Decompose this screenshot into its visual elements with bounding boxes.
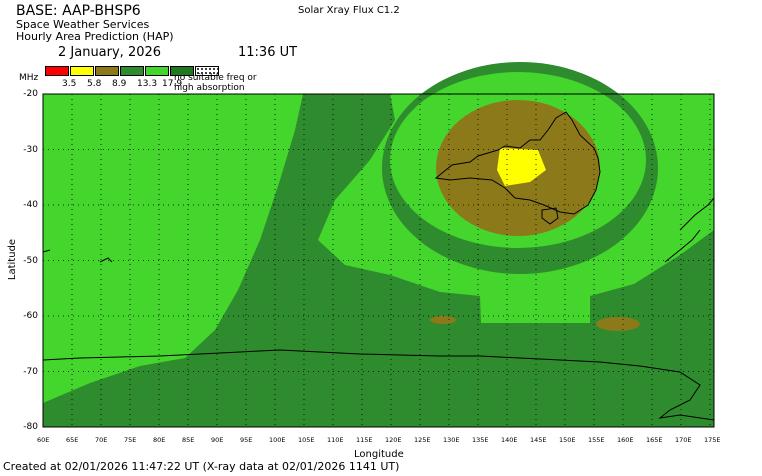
legend-label: 13.3 (137, 79, 158, 89)
longitude-tick-label: 120E (385, 436, 402, 444)
nz-coastline (664, 197, 715, 263)
map-frame (42, 93, 715, 428)
longitude-tick-label: 75E (124, 436, 137, 444)
longitude-tick-label: 150E (559, 436, 576, 444)
legend-swatch-4 (120, 66, 144, 76)
longitude-tick-label: 160E (617, 436, 634, 444)
tasmania-coastline (541, 207, 559, 225)
legend-label: 3.5 (62, 79, 77, 89)
longitude-tick-label: 110E (327, 436, 344, 444)
longitude-tick-label: 155E (588, 436, 605, 444)
legend-note-line1: no suitable freq or (174, 73, 257, 83)
latitude-tick-label: -40 (23, 200, 38, 210)
legend-label: 5.8 (87, 79, 102, 89)
product-name: Hourly Area Prediction (HAP) (16, 30, 174, 43)
y-axis-label: Latitude (7, 238, 19, 281)
longitude-tick-label: 145E (530, 436, 547, 444)
grid-pattern-icon (195, 66, 219, 76)
longitude-tick-label: 90E (211, 436, 224, 444)
latitude-tick-label: -30 (23, 144, 38, 155)
longitude-tick-label: 175E (704, 436, 721, 444)
longitude-tick-label: 85E (182, 436, 195, 444)
longitude-tick-label: 125E (414, 436, 431, 444)
australia-coastline (434, 111, 601, 215)
longitude-tick-label: 70E (95, 436, 108, 444)
longitude-tick-label: 105E (298, 436, 315, 444)
forecast-date: 2 January, 2026 (58, 45, 162, 60)
longitude-tick-label: 135E (472, 436, 489, 444)
legend-swatch-1 (45, 66, 69, 76)
latitude-tick-label: -70 (23, 366, 38, 377)
x-axis-label: Longitude (354, 449, 404, 460)
dark-green-region-west (43, 94, 714, 427)
legend-label: 8.9 (112, 79, 127, 89)
legend-swatch-3 (95, 66, 119, 76)
west-island (42, 249, 113, 263)
longitude-tick-label: 95E (240, 436, 253, 444)
legend-swatch-2 (70, 66, 94, 76)
legend-swatch-6 (170, 66, 194, 76)
yellow-zone (497, 148, 546, 186)
longitude-tick-label: 140E (501, 436, 518, 444)
base-title: BASE: AAP-BHSP6 (16, 3, 141, 19)
service-name: Space Weather Services (16, 18, 150, 31)
created-timestamp: Created at 02/01/2026 11:47:22 UT (X-ray… (3, 460, 400, 473)
legend-label: 17.9 (162, 79, 183, 89)
forecast-time: 11:36 UT (238, 45, 298, 60)
longitude-tick-label: 100E (269, 436, 286, 444)
legend-unit: MHz (19, 73, 39, 83)
longitude-tick-label: 170E (675, 436, 692, 444)
longitude-tick-label: 60E (37, 436, 50, 444)
latitude-tick-label: -60 (23, 311, 38, 321)
longitude-tick-label: 65E (66, 436, 79, 444)
longitude-tick-label: 115E (356, 436, 373, 444)
longitude-tick-label: 130E (443, 436, 460, 444)
latitude-tick-label: -20 (23, 89, 38, 99)
olive-patch-1 (430, 316, 456, 324)
latitude-tick-label: -50 (23, 255, 38, 266)
longitude-tick-label: 165E (646, 436, 663, 444)
solar-xray-flux: Solar Xray Flux C1.2 (298, 5, 400, 16)
legend-swatch-5 (145, 66, 169, 76)
olive-patch-2 (596, 317, 640, 331)
grid-lines (43, 94, 714, 427)
antarctica-coastline (42, 349, 715, 421)
latitude-tick-label: -80 (23, 422, 38, 432)
legend-note-line2: high absorption (174, 83, 245, 93)
longitude-tick-label: 80E (153, 436, 166, 444)
